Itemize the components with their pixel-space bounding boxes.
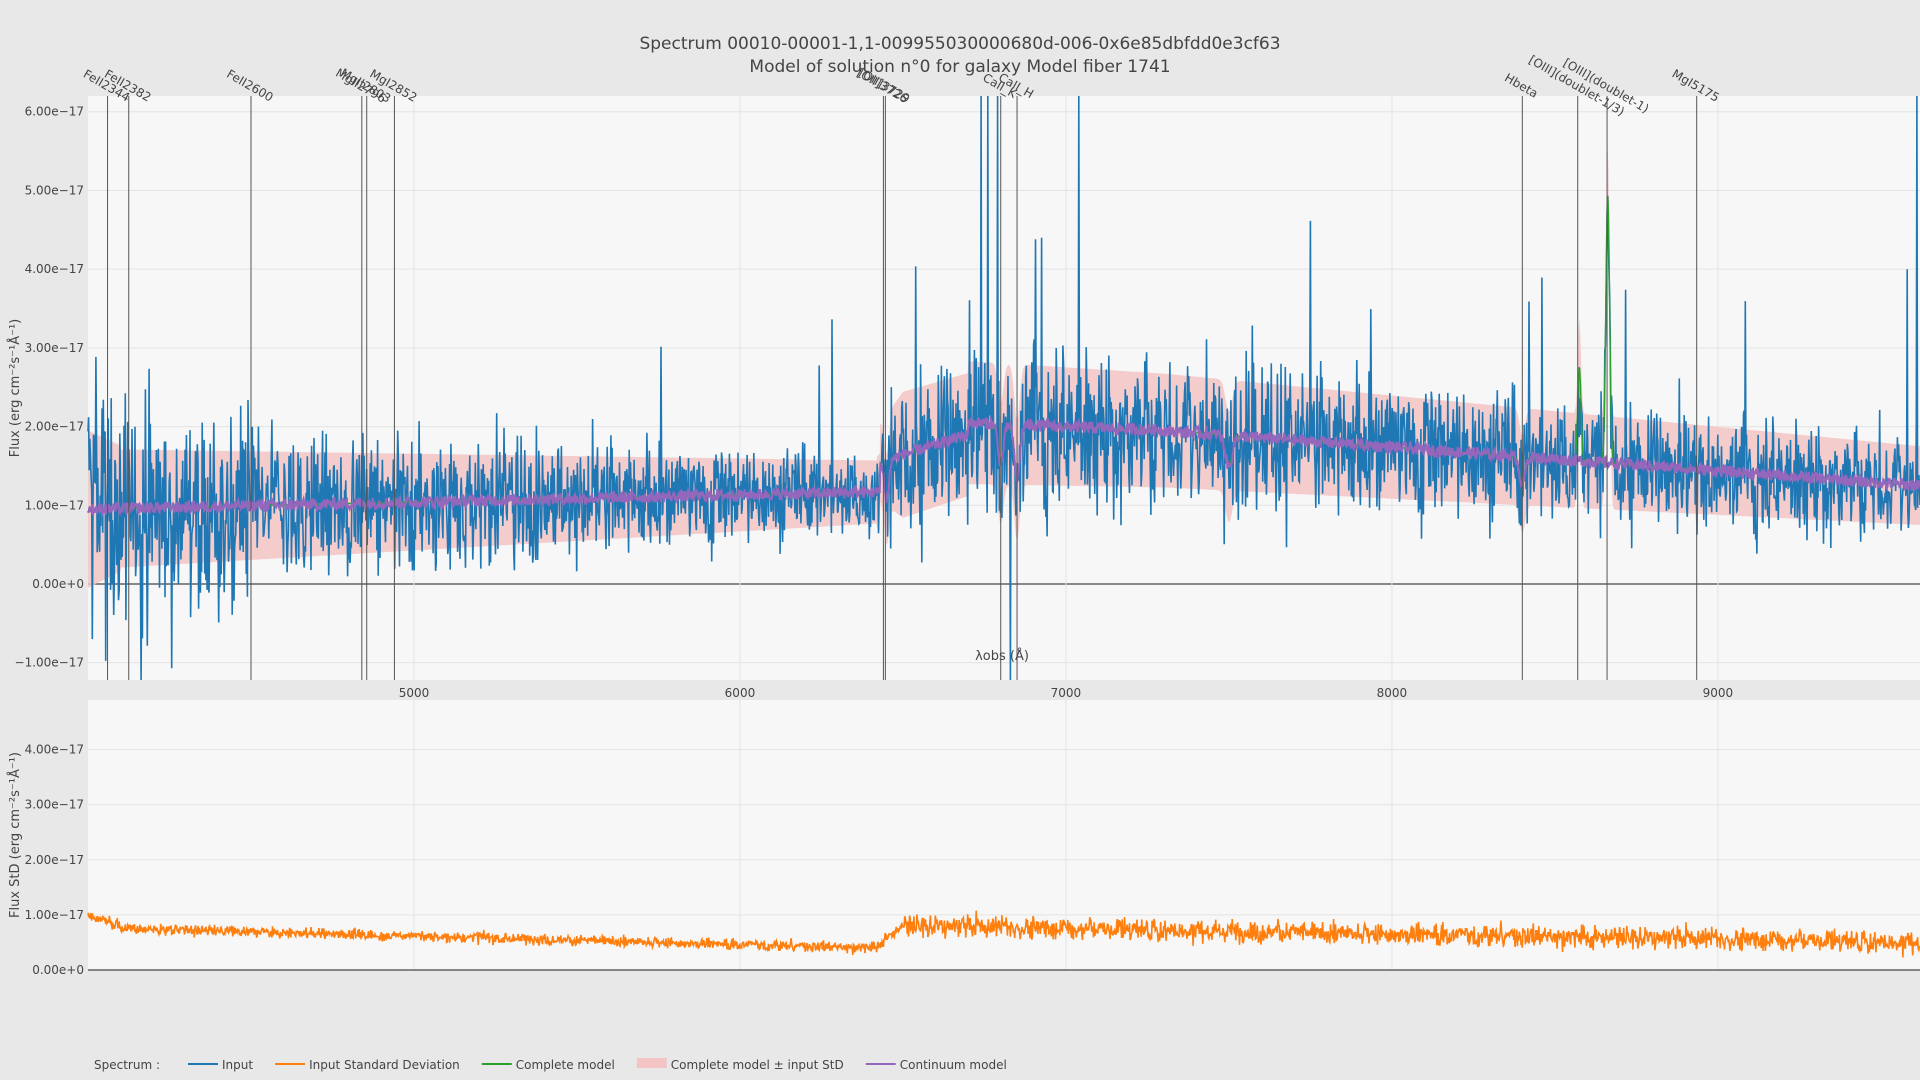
- y-tick-label: 2.00e−17: [25, 420, 84, 434]
- legend-item[interactable]: Complete model: [481, 1058, 615, 1072]
- std-y-tick-label: 2.00e−17: [25, 853, 84, 867]
- x-axis-label: λobs (Å): [975, 648, 1029, 664]
- legend-item[interactable]: Input: [188, 1058, 253, 1072]
- legend-title: Spectrum :: [94, 1058, 160, 1072]
- std-y-tick-label: 0.00e+0: [32, 963, 84, 977]
- legend-item[interactable]: Input Standard Deviation: [275, 1058, 460, 1072]
- legend-swatch: [636, 1058, 667, 1068]
- y-tick-label: 4.00e−17: [25, 262, 84, 276]
- legend-label: Complete model ± input StD: [671, 1058, 844, 1072]
- main-y-axis-label: Flux (erg cm⁻²s⁻¹Å⁻¹): [7, 319, 23, 458]
- legend-item[interactable]: Continuum model: [865, 1058, 1007, 1072]
- std-series: [87, 910, 1920, 958]
- continuum-model-line: [87, 415, 1920, 519]
- y-tick-label: 0.00e+0: [32, 577, 84, 591]
- input-std-line: [87, 910, 1920, 958]
- y-tick-label: −1.00e−17: [15, 656, 84, 670]
- x-tick-label: 6000: [725, 686, 756, 700]
- y-tick-label: 5.00e−17: [25, 183, 84, 197]
- legend-item[interactable]: Complete model ± input StD: [636, 1058, 844, 1072]
- std-y-tick-label: 3.00e−17: [25, 798, 84, 812]
- x-tick-label: 9000: [1703, 686, 1734, 700]
- x-tick-label: 7000: [1051, 686, 1082, 700]
- std-y-axis-label: Flux StD (erg cm⁻²s⁻¹Å⁻¹): [7, 752, 23, 918]
- std-y-tick-label: 1.00e−17: [25, 908, 84, 922]
- legend-label: Complete model: [516, 1058, 615, 1072]
- x-tick-label: 5000: [399, 686, 430, 700]
- axis-ticks: −1.00e−17 0.00e+0 1.00e−17 2.00e−17 3.00e−17…: [15, 105, 1734, 977]
- y-tick-label: 1.00e−17: [25, 498, 84, 512]
- y-tick-label: 6.00e−17: [25, 105, 84, 119]
- continuum-series: [87, 415, 1920, 519]
- chart-subtitle: Model of solution n°0 for galaxy Model f…: [749, 57, 1170, 77]
- legend-label: Input Standard Deviation: [309, 1058, 460, 1072]
- y-tick-label: 3.00e−17: [25, 341, 84, 355]
- legend: Spectrum : Input Input Standard Deviation…: [94, 1058, 1007, 1072]
- x-tick-label: 8000: [1377, 686, 1408, 700]
- std-y-tick-label: 4.00e−17: [25, 743, 84, 757]
- legend-label: Continuum model: [900, 1058, 1007, 1072]
- chart-title: Spectrum 00010-00001-1,1-009955030000680…: [639, 34, 1280, 54]
- legend-label: Input: [222, 1058, 253, 1072]
- grid-lines: [88, 96, 1920, 971]
